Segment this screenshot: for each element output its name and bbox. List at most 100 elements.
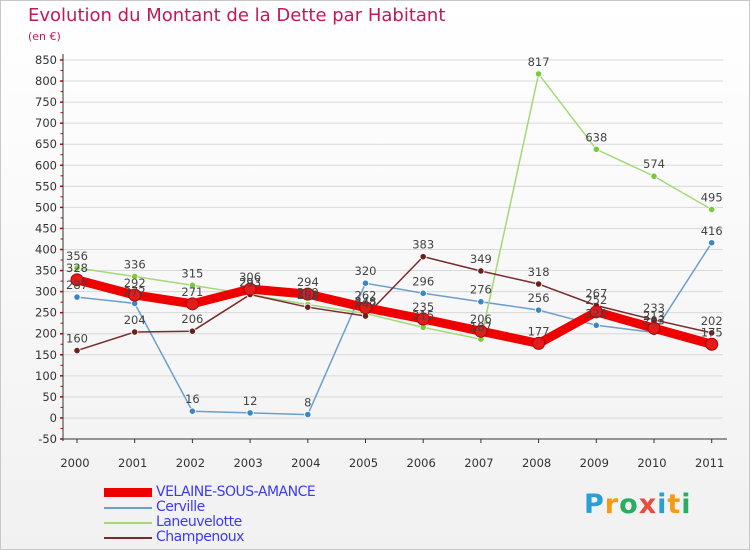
- data-label: 248: [355, 295, 377, 309]
- y-tick-label: 700: [35, 116, 57, 130]
- data-label: 204: [124, 313, 146, 327]
- x-tick-label: 2010: [637, 456, 666, 470]
- data-label: 177: [528, 324, 550, 338]
- data-point: [73, 293, 81, 301]
- data-label: 296: [412, 274, 434, 288]
- chart-title: Evolution du Montant de la Dette par Hab…: [28, 5, 446, 26]
- legend-item: VELAINE-SOUS-AMANCE: [104, 485, 364, 500]
- data-point: [128, 288, 142, 302]
- data-point: [589, 305, 603, 319]
- data-point: [650, 172, 658, 180]
- x-tick-label: 2009: [580, 456, 609, 470]
- proxiti-logo: Proxiti: [584, 489, 692, 520]
- legend-label: Laneuvelotte: [156, 514, 242, 530]
- data-point: [70, 273, 84, 287]
- y-tick-label: 800: [35, 74, 57, 88]
- legend-label: Cerville: [156, 499, 205, 515]
- data-point: [246, 409, 254, 417]
- data-label: 213: [643, 309, 665, 323]
- y-tick-label: 450: [35, 221, 57, 235]
- y-tick-label: 200: [35, 327, 57, 341]
- data-point: [304, 410, 312, 419]
- data-point: [708, 205, 716, 214]
- data-label: 160: [66, 332, 88, 346]
- legend-swatch: [104, 522, 152, 524]
- logo-letter: t: [667, 489, 682, 520]
- legend-swatch: [104, 507, 152, 509]
- series-line-velaine-sous-amance: [72, 275, 717, 349]
- data-label: 349: [470, 252, 492, 266]
- data-label: 262: [355, 289, 377, 303]
- data-point: [185, 297, 199, 311]
- data-point: [304, 303, 312, 311]
- data-label: 315: [181, 266, 203, 280]
- x-tick-label: 2011: [695, 456, 724, 470]
- x-tick-label: 2005: [349, 456, 378, 470]
- y-tick-label: 850: [35, 53, 57, 67]
- data-label: 356: [66, 249, 88, 263]
- data-point: [477, 267, 485, 275]
- data-point: [705, 337, 719, 351]
- data-label: 328: [66, 261, 88, 275]
- data-label: 252: [585, 293, 607, 307]
- data-label: 574: [643, 157, 665, 171]
- data-point: [419, 289, 427, 297]
- data-point: [419, 253, 427, 261]
- data-point: [301, 287, 315, 301]
- data-label: 292: [124, 276, 146, 290]
- data-label: 269: [297, 286, 319, 300]
- logo-letter: i: [657, 489, 668, 520]
- data-label: 206: [181, 312, 203, 326]
- data-point: [477, 298, 485, 306]
- data-point: [361, 279, 370, 287]
- logo-letter: o: [619, 489, 639, 520]
- data-label: 267: [585, 287, 607, 301]
- legend-swatch: [104, 537, 152, 539]
- x-tick-label: 2000: [60, 456, 89, 470]
- x-tick-label: 2008: [522, 456, 551, 470]
- data-label: 383: [412, 238, 434, 252]
- y-tick-label: 300: [35, 285, 57, 299]
- data-label: 215: [412, 308, 434, 322]
- data-point: [532, 336, 546, 350]
- y-tick-label: 50: [42, 390, 57, 404]
- y-tick-label: 650: [35, 137, 57, 151]
- legend-swatch: [104, 488, 152, 497]
- data-label: 495: [701, 190, 723, 204]
- y-tick-label: 350: [35, 264, 57, 278]
- data-label: 235: [412, 300, 434, 314]
- y-tick-label: 100: [35, 369, 57, 383]
- y-tick-label: -50: [38, 432, 57, 446]
- data-point: [474, 324, 488, 338]
- data-label: 306: [239, 270, 261, 284]
- y-tick-label: 550: [35, 179, 57, 193]
- logo-letter: r: [604, 489, 620, 520]
- data-label: 272: [124, 284, 146, 298]
- legend-item: Champenoux: [104, 530, 364, 545]
- y-tick-label: 250: [35, 306, 57, 320]
- data-label: 294: [297, 275, 319, 289]
- unit-label: (en €): [28, 30, 61, 43]
- y-tick-label: 150: [35, 348, 57, 362]
- data-point: [359, 301, 372, 315]
- logo-letter: i: [681, 489, 692, 520]
- data-label: 318: [528, 265, 550, 279]
- x-tick-label: 2001: [118, 456, 147, 470]
- data-point: [131, 328, 139, 336]
- x-tick-label: 2006: [407, 456, 436, 470]
- x-tick-label: 2004: [291, 456, 320, 470]
- data-label: 293: [239, 276, 261, 290]
- data-label: 206: [470, 312, 492, 326]
- data-label: 817: [528, 55, 550, 69]
- data-label: 336: [124, 257, 146, 271]
- x-tick-label: 2007: [464, 456, 493, 470]
- data-label: 276: [470, 283, 492, 297]
- data-label: 187: [470, 320, 492, 334]
- data-point: [534, 70, 543, 78]
- data-point: [592, 145, 600, 153]
- legend-label: VELAINE-SOUS-AMANCE: [156, 484, 316, 500]
- y-tick-label: 400: [35, 243, 57, 257]
- data-point: [534, 306, 543, 314]
